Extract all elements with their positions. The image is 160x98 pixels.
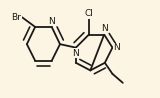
Text: N: N <box>48 17 55 26</box>
Text: N: N <box>101 24 108 33</box>
Text: N: N <box>72 49 79 58</box>
Text: Br: Br <box>12 13 21 22</box>
Text: Cl: Cl <box>84 9 93 18</box>
Text: N: N <box>114 43 120 52</box>
